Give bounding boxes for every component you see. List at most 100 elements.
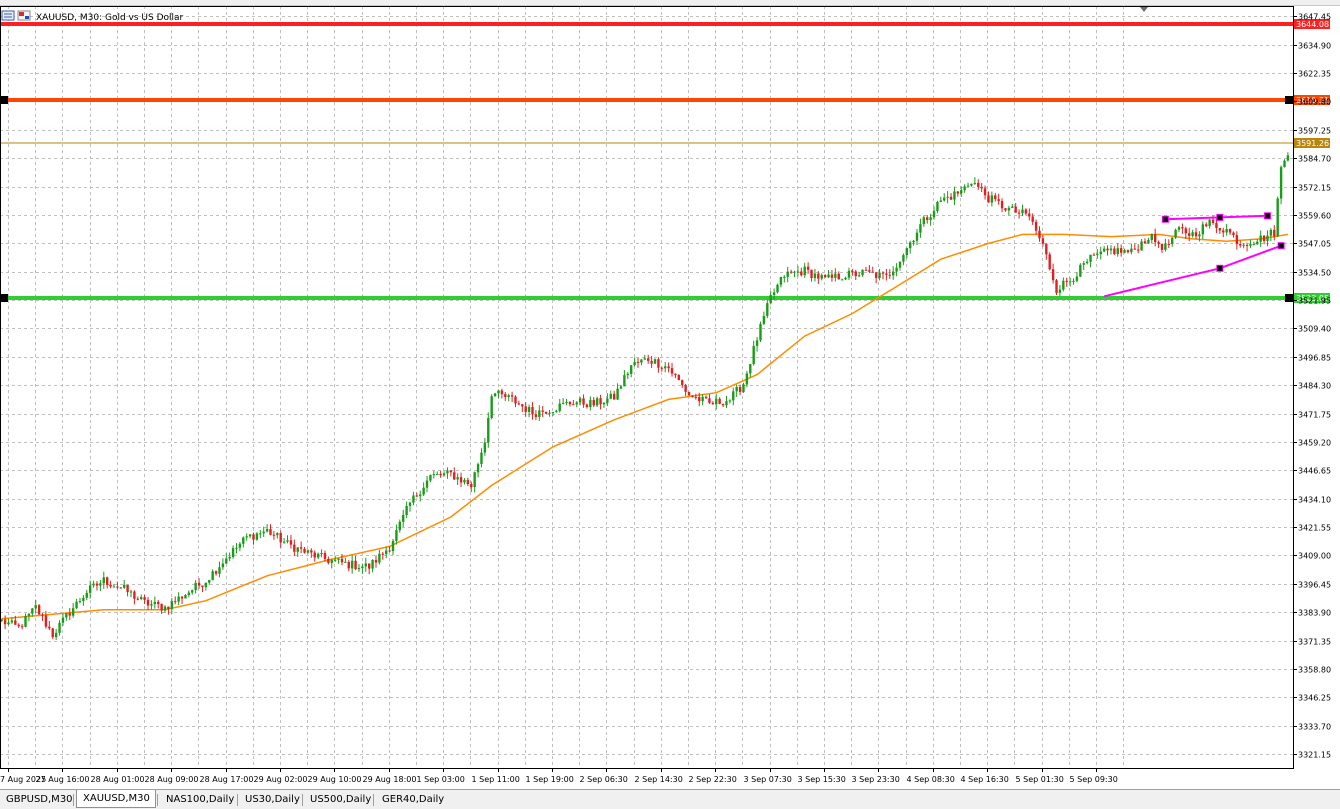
candle-body bbox=[840, 279, 844, 281]
candle-body bbox=[1201, 224, 1205, 235]
candle-body bbox=[1218, 228, 1222, 231]
candle-body bbox=[660, 367, 664, 369]
level-anchor-left[interactable] bbox=[0, 294, 8, 302]
horizontal-levels[interactable]: 3644.08 3610.31 3591.26 3523.05 bbox=[0, 19, 1330, 303]
candle-body bbox=[1191, 232, 1194, 236]
candle-body bbox=[1116, 248, 1119, 255]
trendline-anchor[interactable] bbox=[1161, 215, 1169, 223]
candle-body bbox=[180, 596, 184, 599]
candle-body bbox=[483, 442, 487, 453]
candle-body bbox=[14, 620, 17, 625]
candle-body bbox=[214, 571, 218, 574]
y-tick-label: 3446.65 bbox=[1298, 467, 1331, 476]
y-tick-label: 3509.40 bbox=[1298, 325, 1331, 334]
candle-body bbox=[681, 380, 684, 386]
chart-tab-gbpusd-m30[interactable]: GBPUSD,M30 bbox=[6, 794, 73, 805]
candle-body bbox=[664, 366, 667, 369]
candle-body bbox=[456, 477, 459, 480]
candle-body bbox=[1198, 234, 1201, 237]
candle-body bbox=[728, 400, 732, 402]
candle-body bbox=[1130, 248, 1133, 253]
candle-body bbox=[616, 388, 619, 400]
trendline-anchor[interactable] bbox=[1216, 264, 1224, 272]
candle-body bbox=[453, 472, 456, 480]
x-tick-label: 28 Aug 17:00 bbox=[200, 775, 254, 784]
level-price-label-bg bbox=[1294, 95, 1330, 105]
candle-body bbox=[857, 275, 861, 277]
candle-body bbox=[1045, 243, 1048, 255]
candle-body bbox=[888, 274, 891, 276]
x-tick-label: 5 Sep 01:30 bbox=[1016, 775, 1064, 784]
y-tick-label: 3547.05 bbox=[1298, 240, 1331, 249]
level-anchor-right[interactable] bbox=[1285, 294, 1293, 302]
trendlines[interactable] bbox=[1103, 212, 1285, 298]
candle-body bbox=[466, 479, 470, 485]
x-tick-label: 5 Sep 09:30 bbox=[1070, 775, 1118, 784]
trendline-anchor[interactable] bbox=[1216, 213, 1224, 221]
candle-body bbox=[323, 553, 327, 559]
candle-body bbox=[126, 584, 129, 592]
price-chart[interactable]: 3644.08 3610.31 3591.26 3523.05 3647.45 3634… bbox=[0, 6, 1340, 789]
price-axis[interactable]: 3647.45 3634.90 3622.35 3609.80 3597.25 3584.… bbox=[1293, 13, 1331, 760]
candle-body bbox=[827, 274, 830, 278]
candle-body bbox=[316, 553, 320, 558]
candle-body bbox=[10, 620, 14, 623]
candle-body bbox=[1235, 235, 1239, 245]
candle-body bbox=[446, 470, 449, 474]
candle-body bbox=[1079, 264, 1082, 277]
candle-body bbox=[1167, 243, 1171, 245]
candle-body bbox=[943, 197, 946, 201]
candle-body bbox=[868, 270, 871, 272]
level-price-label: 3644.08 bbox=[1296, 20, 1329, 29]
candle-body bbox=[1011, 206, 1014, 208]
candle-body bbox=[187, 592, 191, 596]
scroll-marker-icon[interactable] bbox=[1140, 7, 1148, 12]
chart-tab-us30-daily[interactable]: US30,Daily bbox=[245, 794, 300, 805]
symbol-flag-icon bbox=[17, 10, 31, 21]
candle-body bbox=[248, 534, 252, 537]
chart-tab-ger40-daily[interactable]: GER40,Daily bbox=[382, 794, 445, 805]
candle-body bbox=[990, 195, 994, 203]
chart-tab-nas100-daily[interactable]: NAS100,Daily bbox=[166, 794, 235, 805]
candle-body bbox=[272, 534, 276, 536]
y-tick-label: 3622.35 bbox=[1298, 70, 1331, 79]
candle-body bbox=[517, 403, 521, 405]
y-tick-label: 3496.85 bbox=[1298, 354, 1331, 363]
level-anchor-right[interactable] bbox=[1285, 96, 1293, 104]
candle-body bbox=[293, 544, 296, 552]
chart-tab-us500-daily[interactable]: US500,Daily bbox=[310, 794, 372, 805]
candle-body bbox=[1208, 219, 1211, 227]
candle-body bbox=[592, 399, 595, 406]
candle-body bbox=[585, 404, 589, 408]
candle-body bbox=[572, 404, 575, 406]
candle-body bbox=[1075, 276, 1079, 281]
candle-body bbox=[71, 608, 75, 616]
candle-body bbox=[436, 473, 439, 475]
y-tick-label: 3521.95 bbox=[1298, 297, 1331, 306]
candle-body bbox=[847, 270, 851, 278]
candle-body bbox=[1273, 229, 1276, 237]
candle-body bbox=[122, 584, 126, 588]
candle-body bbox=[1215, 222, 1218, 229]
candle-body bbox=[344, 561, 347, 563]
candle-body bbox=[558, 403, 561, 411]
chart-tab-xauusd-m30[interactable]: XAUUSD,M30 bbox=[76, 790, 156, 808]
grid bbox=[0, 6, 1293, 768]
candle-body bbox=[708, 398, 711, 403]
candle-body bbox=[626, 373, 629, 376]
candle-body bbox=[194, 582, 197, 591]
candle-body bbox=[1157, 242, 1160, 244]
level-anchor-left[interactable] bbox=[0, 96, 8, 104]
candle-body bbox=[235, 547, 238, 549]
candle-body bbox=[898, 261, 902, 268]
candle-body bbox=[395, 530, 398, 541]
trendline-anchor[interactable] bbox=[1277, 242, 1285, 250]
candle-body bbox=[109, 584, 112, 587]
window-top-strip bbox=[0, 0, 1340, 6]
candle-body bbox=[191, 590, 194, 593]
candle-body bbox=[755, 340, 759, 346]
candle-body bbox=[408, 502, 412, 506]
candle-body bbox=[823, 275, 827, 278]
trendline-anchor[interactable] bbox=[1263, 212, 1271, 220]
